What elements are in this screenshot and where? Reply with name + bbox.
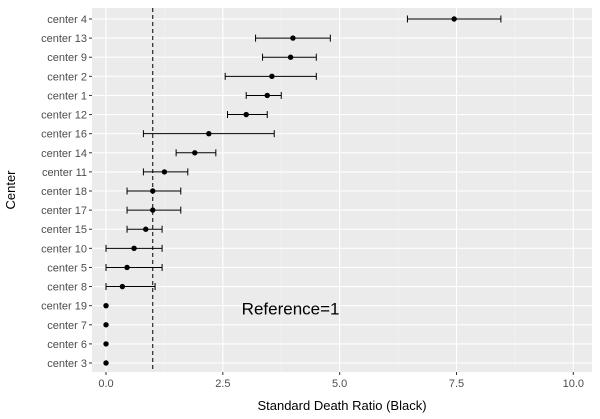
y-tick-label: center 19 bbox=[41, 301, 87, 313]
data-point bbox=[243, 111, 249, 118]
y-tick-label: center 4 bbox=[47, 14, 87, 26]
data-point bbox=[131, 245, 137, 252]
y-tick-label: center 17 bbox=[41, 205, 87, 217]
data-point bbox=[150, 207, 156, 213]
x-tick-label: 7.5 bbox=[449, 378, 464, 390]
data-point bbox=[119, 283, 126, 290]
y-tick-label: center 8 bbox=[47, 282, 87, 294]
data-point bbox=[287, 54, 294, 60]
data-point bbox=[192, 150, 198, 156]
y-tick-label: center 2 bbox=[47, 71, 87, 83]
y-tick-label: center 9 bbox=[47, 52, 87, 64]
data-point bbox=[206, 130, 212, 137]
data-point bbox=[150, 188, 156, 194]
data-points bbox=[103, 16, 457, 366]
y-tick-label: center 11 bbox=[42, 167, 87, 179]
x-tick-label: 5.0 bbox=[332, 378, 347, 390]
x-axis-title: Standard Death Ratio (Black) bbox=[257, 398, 426, 413]
y-tick-label: center 1 bbox=[47, 90, 87, 102]
y-tick-label: center 3 bbox=[47, 358, 87, 370]
y-tick-label: center 7 bbox=[47, 320, 87, 332]
x-tick-label: 0.0 bbox=[98, 378, 113, 390]
y-axis-title: Center bbox=[3, 170, 18, 210]
x-axis-ticks: 0.0 2.5 5.0 7.5 10.0 bbox=[98, 372, 584, 390]
y-axis-ticks: center 4 center 13 center 9 center 2 center … bbox=[41, 14, 92, 370]
y-tick-label: center 6 bbox=[47, 339, 87, 351]
data-point bbox=[103, 302, 109, 309]
y-tick-label: center 13 bbox=[41, 33, 87, 45]
y-tick-label: center 16 bbox=[41, 129, 87, 141]
y-tick-label: center 5 bbox=[47, 262, 87, 274]
data-point bbox=[451, 16, 457, 22]
data-point bbox=[264, 92, 270, 99]
data-point bbox=[103, 322, 109, 328]
data-point bbox=[124, 264, 130, 271]
plot-panel bbox=[92, 8, 592, 372]
y-tick-label: center 10 bbox=[41, 243, 87, 255]
grid-lines bbox=[92, 8, 592, 372]
data-point bbox=[103, 360, 109, 366]
y-tick-label: center 18 bbox=[41, 186, 87, 198]
data-point bbox=[103, 341, 109, 347]
x-tick-label: 2.5 bbox=[215, 378, 230, 390]
data-point bbox=[269, 73, 275, 80]
y-tick-label: center 15 bbox=[41, 224, 87, 236]
data-point bbox=[161, 169, 168, 175]
data-point bbox=[143, 226, 149, 232]
y-tick-label: center 12 bbox=[41, 110, 87, 122]
data-point bbox=[290, 35, 296, 41]
x-tick-label: 10.0 bbox=[563, 378, 584, 390]
reference-annotation: Reference=1 bbox=[242, 300, 340, 319]
y-tick-label: center 14 bbox=[41, 148, 87, 160]
